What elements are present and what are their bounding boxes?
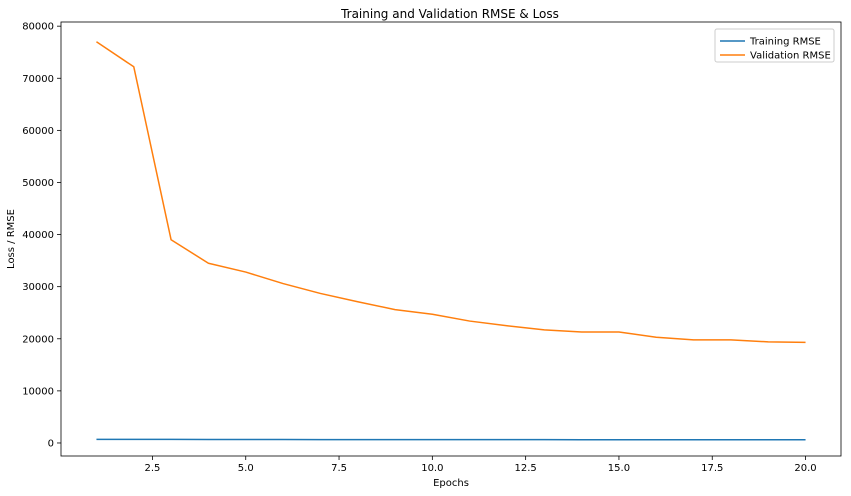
y-tick-label: 0 [48,438,54,449]
y-tick-label: 80000 [22,22,54,33]
y-tick-label: 40000 [22,230,54,241]
x-axis-label: Epochs [433,478,469,489]
y-tick-label: 30000 [22,282,54,293]
y-tick-label: 60000 [22,126,54,137]
y-tick-label: 20000 [22,334,54,345]
x-tick-label: 17.5 [701,463,723,474]
plot-area [60,21,842,457]
x-tick-label: 7.5 [331,463,347,474]
x-axis: 2.5 5.0 7.5 10.0 12.5 15.0 17.5 20.0 [144,456,817,474]
chart-title: Training and Validation RMSE & Loss [340,7,559,21]
x-tick-label: 5.0 [238,463,254,474]
y-axis-label: Loss / RMSE [6,209,17,269]
y-tick-label: 10000 [22,386,54,397]
legend: Training RMSE Validation RMSE [714,28,835,63]
legend-box [714,28,835,63]
x-tick-label: 15.0 [608,463,630,474]
y-tick-label: 70000 [22,74,54,85]
series-lines [96,41,806,441]
y-tick-label: 50000 [22,178,54,189]
x-tick-label: 20.0 [794,463,816,474]
x-tick-label: 10.0 [421,463,443,474]
legend-label-validation-rmse: Validation RMSE [750,51,831,62]
y-axis: 0 10000 20000 30000 40000 50000 60000 70000 8000… [22,22,61,449]
validation-rmse-line [96,41,806,344]
legend-label-training-rmse: Training RMSE [749,37,821,48]
x-tick-label: 2.5 [144,463,160,474]
x-tick-label: 12.5 [515,463,537,474]
